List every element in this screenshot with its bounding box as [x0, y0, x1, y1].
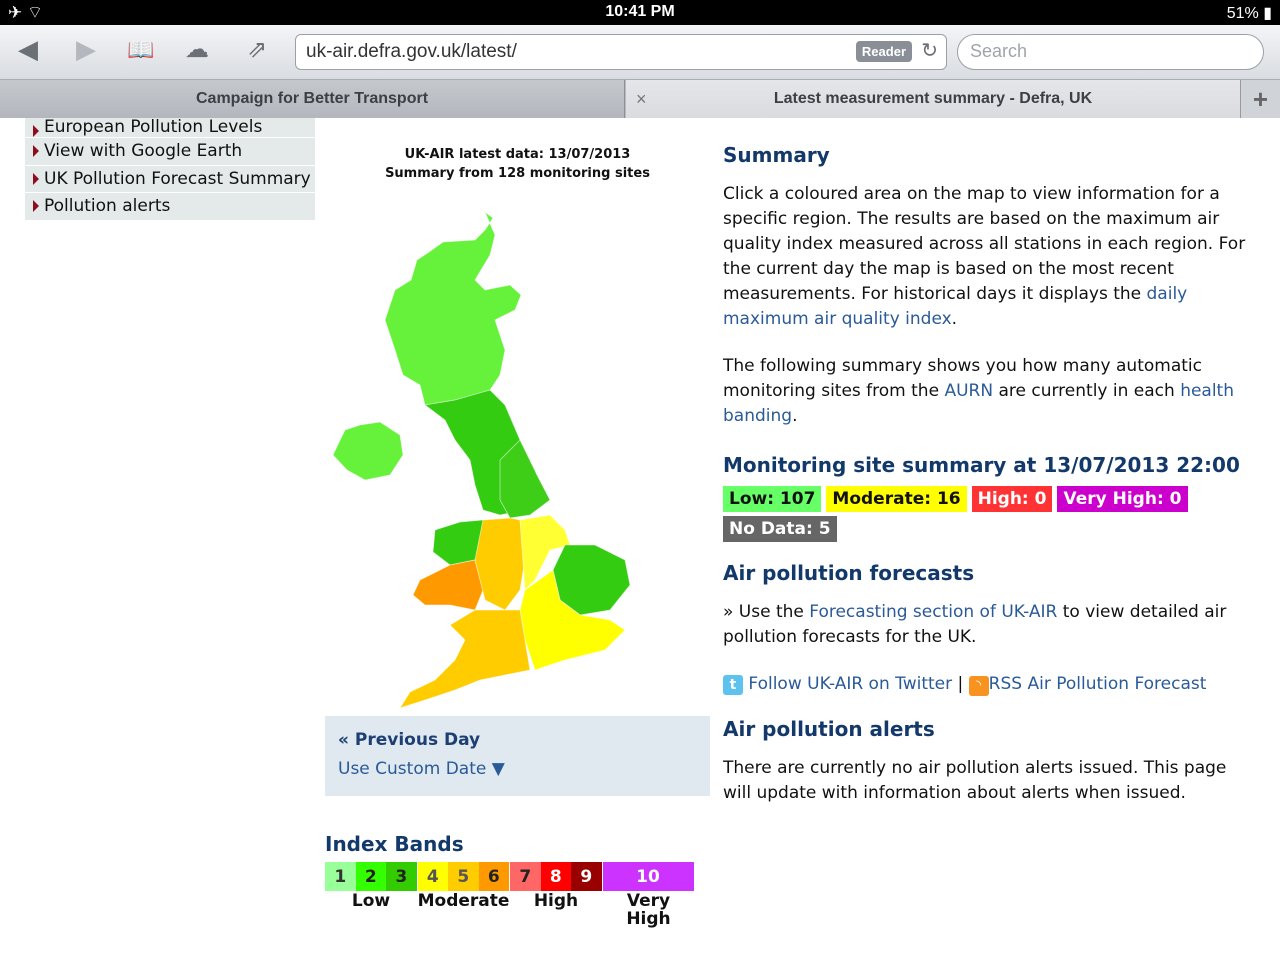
arrow-icon [33, 172, 39, 185]
uk-map [332, 210, 631, 709]
region-northern-ireland[interactable] [332, 421, 404, 481]
index-band-9: 9 [571, 862, 602, 891]
tab-bar: Campaign for Better Transport × Latest m… [0, 80, 1280, 118]
map-subtitle: Summary from 128 monitoring sites [385, 166, 650, 181]
tab-defra[interactable]: × Latest measurement summary - Defra, UK [626, 80, 1240, 118]
site-count-badge: Low: 107 [723, 486, 822, 512]
forecasts-heading: Air pollution forecasts [723, 561, 975, 585]
text: . [951, 309, 958, 329]
cloud-icon[interactable]: ☁ [185, 35, 209, 63]
region-south-west[interactable] [399, 609, 531, 709]
back-icon[interactable]: ◀ [18, 35, 38, 65]
site-count-badge: Moderate: 16 [826, 486, 967, 512]
site-summary-badges: Low: 107 Moderate: 16 High: 0 Very High: 0 N… [723, 486, 1248, 542]
index-band-4: 4 [417, 862, 448, 891]
index-band-2: 2 [355, 862, 386, 891]
forward-icon[interactable]: ▶ [76, 35, 96, 65]
arrow-icon [33, 145, 39, 158]
nav-label: Pollution alerts [44, 196, 171, 217]
bookmarks-icon[interactable]: 📖 [127, 38, 155, 63]
index-band-5: 5 [448, 862, 479, 891]
browser-toolbar: ◀ ▶ 📖 ☁ ⇗ uk-air.defra.gov.uk/latest/ Re… [0, 25, 1280, 80]
reload-icon[interactable]: ↻ [921, 40, 938, 62]
daily-max-link[interactable]: daily maximum air quality index [723, 284, 1188, 329]
tab-label: Latest measurement summary - Defra, UK [773, 90, 1093, 107]
index-band-1: 1 [325, 862, 356, 891]
site-count-badge: No Data: 5 [723, 516, 837, 542]
region-yorkshire[interactable] [499, 439, 551, 519]
site-count-badge: High: 0 [971, 486, 1053, 512]
text: The following summary shows you how many… [723, 356, 1202, 401]
index-bands-title: Index Bands [325, 832, 464, 856]
aurn-link[interactable]: AURN [944, 381, 994, 401]
separator: | [957, 674, 964, 694]
reader-button[interactable]: Reader [855, 41, 912, 62]
text: » Use the [723, 602, 810, 622]
airplane-wifi-icon: ✈ ⌔ [8, 3, 43, 22]
arrow-icon [33, 125, 39, 137]
index-bands: 1 2 3 4 5 6 7 8 9 10 [325, 862, 694, 891]
url-field[interactable]: uk-air.defra.gov.uk/latest/ Reader ↻ [295, 34, 947, 70]
nav-google-earth[interactable]: View with Google Earth [25, 138, 315, 166]
band-label-moderate: Moderate [417, 891, 510, 911]
forecasting-link[interactable]: Forecasting section of UK-AIR [809, 602, 1058, 622]
region-south-wales[interactable] [412, 559, 484, 611]
site-summary-heading: Monitoring site summary at 13/07/2013 22… [723, 453, 1240, 477]
text: to view detailed air pollution forecasts… [723, 602, 1227, 647]
text: are currently in each [993, 381, 1181, 401]
index-band-7: 7 [510, 862, 541, 891]
alerts-heading: Air pollution alerts [723, 717, 935, 741]
tab-campaign[interactable]: Campaign for Better Transport [0, 80, 625, 118]
custom-date-link[interactable]: Use Custom Date ▼ [338, 759, 505, 779]
region-midlands[interactable] [474, 517, 526, 611]
health-banding-link[interactable]: health banding [723, 381, 1235, 426]
clock: 10:41 PM [605, 3, 675, 20]
nav-label: European Pollution Levels [44, 117, 263, 137]
arrow-icon [33, 200, 39, 213]
rss-link[interactable]: RSS Air Pollution Forecast [988, 674, 1207, 694]
social-links: t Follow UK-AIR on Twitter | ◝ RSS Air Po… [723, 672, 1248, 697]
close-tab-icon[interactable]: × [636, 88, 647, 109]
summary-heading: Summary [723, 143, 830, 167]
map-title: UK-AIR latest data: 13/07/2013 [404, 147, 631, 162]
search-input[interactable]: Search [957, 34, 1264, 70]
alerts-text: There are currently no air pollution ale… [723, 758, 1227, 803]
main-content: Summary Click a coloured area on the map… [723, 140, 1248, 806]
forecasts-text: » Use the Forecasting section of UK-AIR … [723, 600, 1248, 650]
url-text: uk-air.defra.gov.uk/latest/ [306, 41, 517, 62]
text: . [792, 406, 798, 426]
twitter-icon: t [723, 675, 743, 695]
nav-pollution-alerts[interactable]: Pollution alerts [25, 193, 315, 221]
nav-label: UK Pollution Forecast Summary [44, 168, 311, 189]
nav-european-pollution[interactable]: European Pollution Levels [25, 117, 315, 138]
index-band-10: 10 [602, 862, 694, 891]
rss-icon: ◝ [968, 676, 989, 696]
index-band-8: 8 [540, 862, 571, 891]
new-tab-button[interactable]: + [1240, 80, 1280, 118]
text: Click a coloured area on the map to view… [723, 184, 1246, 304]
share-icon[interactable]: ⇗ [247, 35, 268, 63]
status-bar: ✈ ⌔ 10:41 PM 51% ▮ [0, 0, 1280, 25]
band-label-very-high: Very High [626, 891, 671, 929]
twitter-link[interactable]: Follow UK-AIR on Twitter [748, 674, 953, 694]
nav-label: View with Google Earth [44, 141, 243, 162]
map-header: UK-AIR latest data: 13/07/2013 Summary f… [325, 145, 710, 183]
region-scotland[interactable] [384, 210, 522, 406]
index-band-6: 6 [478, 862, 509, 891]
summary-text: Click a coloured area on the map to view… [723, 182, 1248, 332]
band-label-high: High [533, 891, 579, 911]
band-label-low: Low [351, 891, 391, 911]
nav-forecast-summary[interactable]: UK Pollution Forecast Summary [25, 165, 315, 193]
date-navigation: « Previous Day Use Custom Date ▼ [325, 716, 710, 796]
summary-text-2: The following summary shows you how many… [723, 354, 1248, 429]
battery: 51% ▮ [1226, 5, 1272, 22]
previous-day-link[interactable]: « Previous Day [338, 730, 481, 750]
index-band-3: 3 [386, 862, 417, 891]
site-count-badge: Very High: 0 [1057, 486, 1188, 512]
left-nav: European Pollution Levels View with Goog… [25, 117, 315, 221]
